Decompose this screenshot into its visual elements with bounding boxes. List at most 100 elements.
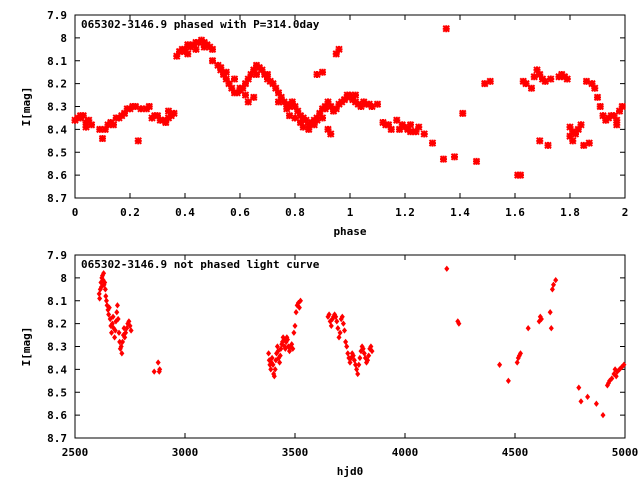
data-point [208, 57, 217, 65]
data-point [576, 384, 582, 391]
x-tick-label: 1.6 [505, 206, 525, 219]
data-point [347, 359, 353, 366]
data-point [164, 107, 173, 115]
data-point [250, 66, 258, 74]
data-point [286, 347, 293, 355]
data-point [134, 137, 142, 145]
data-point [305, 125, 313, 134]
data-point [278, 345, 284, 352]
data-point [294, 107, 302, 115]
data-point [123, 329, 129, 336]
data-point [127, 322, 133, 330]
data-point [324, 125, 332, 134]
x-tick-label: 0.4 [175, 206, 195, 219]
data-point [533, 66, 541, 74]
data-point [316, 109, 324, 118]
data-point [119, 350, 125, 357]
data-point [228, 84, 236, 92]
data-point [368, 102, 376, 111]
data-point [102, 286, 108, 293]
data-point [293, 309, 299, 316]
data-point [162, 118, 170, 127]
data-point [599, 111, 607, 120]
data-point [439, 155, 448, 163]
data-point [151, 368, 157, 375]
y-tick-label: 8.5 [47, 386, 67, 399]
data-point [361, 350, 367, 357]
data-point [527, 84, 536, 92]
data-point [549, 286, 555, 293]
data-point [101, 270, 107, 277]
data-point [596, 102, 604, 111]
data-point [241, 91, 250, 99]
data-point [613, 121, 621, 129]
data-point [354, 366, 360, 373]
data-point [335, 45, 343, 54]
data-point [328, 322, 334, 330]
data-point [481, 79, 489, 88]
y-tick-label: 7.9 [47, 249, 67, 262]
x-tick-label: 3500 [282, 446, 309, 459]
data-point [109, 320, 115, 327]
data-point [368, 343, 374, 350]
data-point [327, 130, 335, 138]
data-point [574, 125, 582, 134]
data-point [118, 343, 124, 350]
data-point [365, 357, 371, 364]
data-point [585, 139, 593, 147]
data-point [112, 334, 118, 341]
data-point [225, 79, 233, 88]
x-tick-label: 1.4 [450, 206, 470, 219]
data-point [428, 139, 437, 147]
data-point [291, 329, 297, 336]
y-tick-label: 8 [60, 32, 67, 45]
data-point [341, 327, 348, 334]
data-point [85, 116, 93, 124]
data-point [109, 329, 115, 336]
x-tick-label: 1.2 [395, 206, 415, 219]
data-point [497, 361, 503, 368]
data-point [326, 311, 332, 318]
unphased-plot-title: 065302-3146.9 not phased light curve [81, 258, 320, 271]
x-tick-label: 4500 [502, 446, 529, 459]
data-point [450, 153, 459, 161]
data-point [355, 370, 361, 378]
data-point [273, 357, 279, 364]
data-point [156, 368, 162, 375]
data-point [289, 341, 295, 348]
data-point [244, 75, 252, 83]
data-point [538, 315, 544, 323]
data-point [366, 352, 372, 359]
data-point [290, 345, 296, 352]
data-point [318, 114, 327, 122]
data-point [101, 125, 109, 134]
data-point [514, 359, 520, 366]
data-point [585, 393, 591, 400]
data-point [345, 350, 351, 357]
data-point [593, 93, 602, 102]
data-point [112, 327, 118, 334]
data-point [337, 329, 343, 336]
data-point [357, 102, 365, 111]
data-point [514, 171, 522, 179]
data-point [336, 334, 342, 341]
data-point [106, 311, 112, 318]
data-point [600, 411, 606, 419]
data-point [444, 265, 450, 272]
data-point [517, 350, 524, 357]
data-point [98, 134, 107, 143]
data-point [351, 91, 360, 99]
data-point [173, 52, 181, 60]
data-point [442, 25, 450, 33]
data-point [217, 63, 225, 72]
data-point [571, 130, 580, 138]
y-tick-label: 8 [60, 272, 67, 285]
data-point [578, 398, 584, 405]
data-point [208, 45, 217, 54]
data-point [126, 318, 132, 325]
data-point [505, 377, 511, 384]
x-tick-label: 3000 [172, 446, 199, 459]
data-point [456, 320, 462, 327]
data-point [288, 100, 296, 108]
